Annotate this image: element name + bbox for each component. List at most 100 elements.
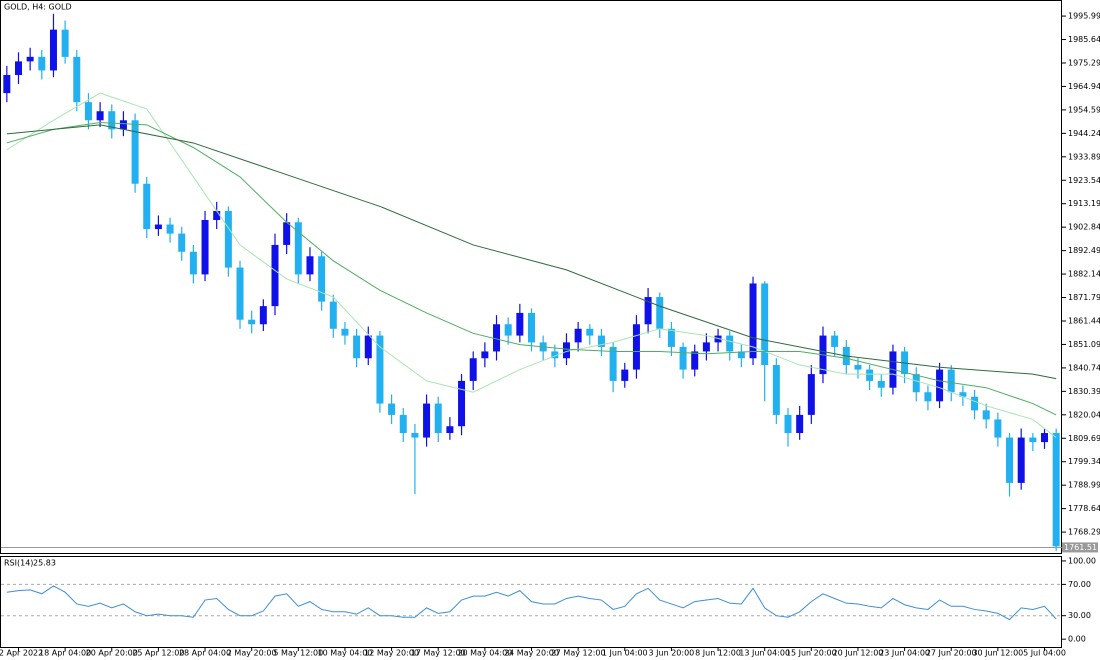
candle-body xyxy=(38,56,46,71)
chart-title: GOLD, H4: GOLD xyxy=(4,3,72,12)
candle-body xyxy=(84,102,92,121)
candle-body xyxy=(236,267,244,320)
candle-body xyxy=(399,414,407,434)
candle-body xyxy=(446,426,454,434)
candle-body xyxy=(971,396,979,411)
x-tick-label: 3 Jun 20:00 xyxy=(649,649,695,658)
candle-body xyxy=(189,251,197,275)
rsi-tick-label: 70.00 xyxy=(1068,580,1091,589)
candle-body xyxy=(656,297,664,329)
candle-body xyxy=(259,306,267,325)
candle-body xyxy=(481,351,489,359)
last-price-label: 1761.51 xyxy=(1064,543,1097,552)
rsi-tick-label: 30.00 xyxy=(1068,611,1091,620)
candle-body xyxy=(26,56,34,62)
candle-body xyxy=(434,403,442,434)
candle-body xyxy=(831,335,839,347)
candle-body xyxy=(306,256,314,275)
candle-body xyxy=(714,335,722,343)
x-tick-label: 8 Jun 12:00 xyxy=(695,649,741,658)
candle-body xyxy=(854,365,862,370)
candle-body xyxy=(201,220,209,275)
y-tick-label: 1768.29 xyxy=(1068,528,1100,537)
y-tick-label: 1923.54 xyxy=(1068,176,1100,185)
x-tick-label: 20 Apr 20:00 xyxy=(86,649,138,658)
x-tick-label: 24 May 20:00 xyxy=(504,649,559,658)
candle-body xyxy=(551,351,559,359)
x-tick-label: 25 Apr 12:00 xyxy=(132,649,184,658)
x-tick-label: 28 Apr 04:00 xyxy=(179,649,231,658)
y-tick-label: 1830.39 xyxy=(1068,387,1100,396)
y-tick-label: 1788.99 xyxy=(1068,481,1100,490)
moving-average xyxy=(6,122,1057,416)
candle-body xyxy=(959,392,967,397)
candle-body xyxy=(796,414,804,434)
candle-body xyxy=(49,29,57,71)
x-tick-label: 10 May 04:00 xyxy=(318,649,373,658)
x-tick-label: 12 Apr 2022 xyxy=(0,649,43,658)
candle-body xyxy=(609,346,617,381)
candle-body xyxy=(271,244,279,307)
candle-body xyxy=(1006,437,1014,483)
candle-body xyxy=(528,312,535,343)
candle-body xyxy=(178,233,186,252)
x-tick-label: 13 Jun 04:00 xyxy=(739,649,790,658)
candle-body xyxy=(562,342,570,359)
candle-body xyxy=(726,335,734,352)
y-tick-label: 1995.99 xyxy=(1068,12,1100,21)
candle-body xyxy=(143,183,151,230)
candle-body xyxy=(924,392,932,402)
candle-body xyxy=(1017,437,1025,483)
x-tick-label: 30 Jun 12:00 xyxy=(972,649,1023,658)
moving-average xyxy=(6,124,1057,380)
candle-body xyxy=(364,335,372,359)
candle-body xyxy=(423,403,431,438)
x-tick-label: 2 May 20:00 xyxy=(227,649,277,658)
y-tick-label: 1778.64 xyxy=(1068,504,1100,513)
x-tick-label: 27 May 12:00 xyxy=(551,649,606,658)
candle-body xyxy=(411,433,419,438)
candle-body xyxy=(772,365,780,415)
candle-body xyxy=(154,224,162,230)
candle-body xyxy=(702,342,710,352)
candle-body xyxy=(3,74,11,94)
x-tick-label: 20 May 04:00 xyxy=(457,649,512,658)
candle-body xyxy=(318,256,326,302)
y-tick-label: 1820.04 xyxy=(1068,410,1100,419)
candle-body xyxy=(679,346,687,370)
x-tick-label: 1 Jun 04:00 xyxy=(602,649,648,658)
x-tick-label: 20 Jun 12:00 xyxy=(833,649,884,658)
rsi-panel xyxy=(0,556,1062,648)
y-tick-label: 1933.89 xyxy=(1068,152,1100,161)
y-tick-label: 1871.79 xyxy=(1068,293,1100,302)
candle-body xyxy=(504,324,512,336)
y-tick-label: 1809.69 xyxy=(1068,434,1100,443)
candle-body xyxy=(586,328,594,336)
candle-body xyxy=(784,414,792,434)
x-tick-label: 15 Jun 20:00 xyxy=(786,649,837,658)
candle-body xyxy=(108,111,116,130)
x-tick-label: 18 Apr 04:00 xyxy=(39,649,91,658)
candle-body xyxy=(131,120,139,184)
candle-body xyxy=(493,324,501,352)
candle-body xyxy=(597,335,605,347)
candle-body xyxy=(807,374,815,415)
candle-body xyxy=(632,324,640,370)
x-tick-label: 5 May 12:00 xyxy=(273,649,323,658)
candle-body xyxy=(329,301,337,329)
candle-body xyxy=(691,351,699,370)
y-tick-label: 1944.24 xyxy=(1068,129,1100,138)
candle-body xyxy=(936,369,944,402)
candle-body xyxy=(283,222,291,245)
y-tick-label: 1985.64 xyxy=(1068,35,1100,44)
candle-body xyxy=(213,210,221,221)
candle-body xyxy=(1041,433,1049,443)
candle-body xyxy=(947,369,955,393)
candle-body xyxy=(761,283,769,366)
y-tick-label: 1892.49 xyxy=(1068,246,1100,255)
candle-body xyxy=(119,120,127,130)
candle-body xyxy=(341,328,349,336)
candle-body xyxy=(644,297,652,325)
candle-body xyxy=(516,312,524,336)
